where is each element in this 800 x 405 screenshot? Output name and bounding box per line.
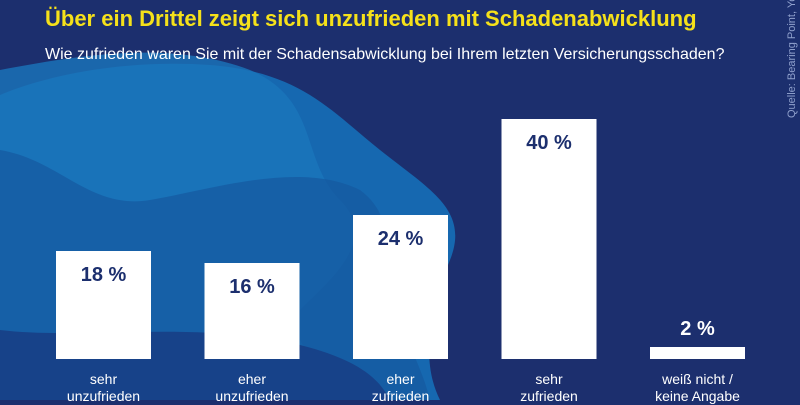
bar [204,263,300,359]
value-label: 2 % [680,318,715,340]
category-label-line: weiß nicht / [662,371,733,387]
value-label: 24 % [378,228,424,250]
bar [353,215,448,359]
category-label-line: eher [386,371,415,387]
value-label: 18 % [81,264,127,286]
chart-title: Über ein Drittel zeigt sich unzufrieden … [45,6,697,31]
chart-subtitle: Wie zufrieden waren Sie mit der Schadens… [45,46,725,63]
category-label-line: eher [237,371,267,387]
bar [501,119,597,359]
category-label-line: zufrieden [520,388,578,404]
category-label-line: sehr [535,371,563,387]
category-label-line: zufrieden [371,388,430,404]
bar [56,251,151,359]
value-label: 16 % [229,276,275,298]
value-label: 40 % [526,132,572,154]
category-label-line: unzufrieden [66,388,141,404]
category-label-line: sehr [89,371,118,387]
bar [650,347,745,359]
category-label-line: keine Angabe [655,388,740,404]
category-label-line: unzufrieden [215,388,289,404]
